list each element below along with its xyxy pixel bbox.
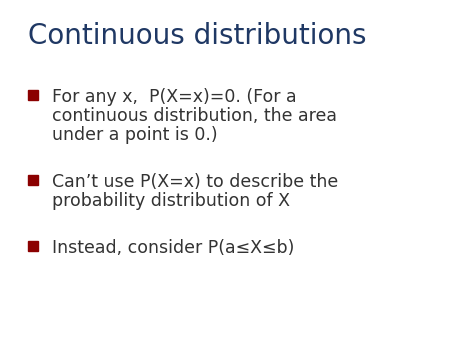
Text: under a point is 0.): under a point is 0.)	[52, 126, 218, 144]
Bar	[28, 175, 38, 185]
Bar	[28, 90, 38, 100]
Bar	[28, 241, 38, 251]
Text: Can’t use P(X=x) to describe the: Can’t use P(X=x) to describe the	[52, 173, 338, 191]
Text: probability distribution of X: probability distribution of X	[52, 192, 290, 210]
Text: Continuous distributions: Continuous distributions	[28, 22, 366, 50]
Text: For any x,  P(X=x)=0. (For a: For any x, P(X=x)=0. (For a	[52, 88, 297, 106]
Text: Instead, consider P(a≤X≤b): Instead, consider P(a≤X≤b)	[52, 239, 294, 257]
Text: continuous distribution, the area: continuous distribution, the area	[52, 107, 337, 125]
